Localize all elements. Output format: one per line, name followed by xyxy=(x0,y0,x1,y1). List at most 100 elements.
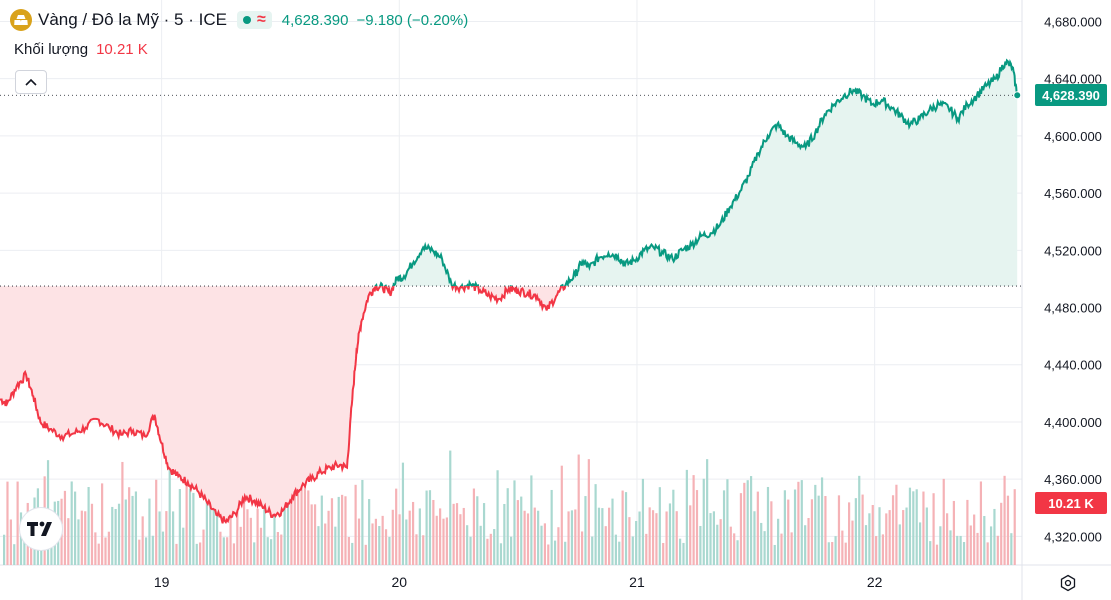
volume-bar xyxy=(77,519,80,565)
volume-bar xyxy=(428,490,432,565)
volume-bar xyxy=(969,525,972,565)
volume-bar xyxy=(209,492,212,565)
volume-bar xyxy=(391,509,394,565)
volume-bar xyxy=(378,526,381,565)
volume-bar xyxy=(384,529,388,565)
volume-bar xyxy=(168,465,171,565)
volume-bar xyxy=(902,510,905,565)
volume-bar xyxy=(6,481,9,565)
volume-bar xyxy=(966,499,969,565)
y-tick-label: 4,400.000 xyxy=(1044,415,1102,430)
price-area xyxy=(0,60,1018,524)
volume-bar xyxy=(398,514,401,565)
volume-bar xyxy=(679,538,682,565)
volume-bar xyxy=(3,534,6,565)
volume-bar xyxy=(973,514,976,565)
volume-bar xyxy=(381,515,384,565)
volume-bar xyxy=(790,532,793,565)
volume-bar xyxy=(73,491,77,565)
volume-bar xyxy=(283,500,286,565)
volume-bar xyxy=(854,498,857,565)
volume-bar xyxy=(371,523,374,565)
symbol-title[interactable]: Vàng / Đô la Mỹ · 5 · ICE xyxy=(38,10,227,29)
volume-bar xyxy=(273,477,276,565)
volume-bar xyxy=(952,500,955,565)
volume-bar xyxy=(996,535,999,565)
volume-bar xyxy=(746,480,749,565)
y-tick-label: 4,320.000 xyxy=(1044,529,1102,544)
volume-bar xyxy=(293,487,296,565)
volume-bar xyxy=(797,481,800,565)
volume-bar xyxy=(580,531,584,565)
volume-bar xyxy=(777,518,780,565)
volume-bar xyxy=(881,534,884,565)
volume-bar xyxy=(709,513,712,565)
volume-bar xyxy=(912,491,915,565)
volume-bar xyxy=(286,475,290,565)
volume-bar xyxy=(763,531,766,565)
y-tick-label: 4,680.000 xyxy=(1044,14,1102,29)
volume-bar xyxy=(793,489,797,565)
market-status-badge[interactable]: ≈ xyxy=(236,11,272,29)
volume-bar xyxy=(313,504,317,565)
volume-bar xyxy=(107,531,110,565)
volume-bar xyxy=(134,491,138,565)
volume-bar xyxy=(597,507,601,565)
volume-bar xyxy=(232,543,236,565)
volume-bar xyxy=(641,478,645,565)
volume-bar xyxy=(202,529,205,565)
last-price-tag: 4,628.390 xyxy=(1035,84,1107,107)
volume-bar xyxy=(834,536,837,565)
volume-bar xyxy=(513,480,516,565)
volume-bar xyxy=(861,494,864,565)
time-axis[interactable]: 19 20 21 22 xyxy=(154,574,883,590)
volume-bar xyxy=(733,533,736,565)
volume-bar xyxy=(317,526,320,565)
volume-bar xyxy=(388,536,391,565)
volume-bar xyxy=(479,525,482,565)
volume-bar xyxy=(635,520,638,565)
volume-bar xyxy=(749,476,753,565)
tradingview-logo[interactable] xyxy=(20,508,62,550)
volume-bar xyxy=(246,509,249,565)
volume-bar xyxy=(851,520,854,565)
volume-bar xyxy=(131,495,134,565)
volume-bar xyxy=(695,490,699,565)
volume-bar xyxy=(199,542,202,565)
volume-bar xyxy=(503,503,506,565)
settings-gear-icon[interactable] xyxy=(1058,573,1078,593)
volume-bar xyxy=(452,503,455,565)
x-tick-label: 22 xyxy=(867,574,883,590)
volume-bar xyxy=(351,542,354,565)
gold-bars-icon xyxy=(10,9,32,31)
volume-bar xyxy=(621,490,624,565)
volume-bar xyxy=(804,525,807,565)
price-axis[interactable]: 4,320.000 4,360.000 4,400.000 4,440.000 4,48… xyxy=(1044,14,1102,544)
volume-bar xyxy=(915,489,918,565)
volume-bar xyxy=(817,495,820,565)
volume-bar xyxy=(84,511,87,565)
volume-bar xyxy=(976,532,979,565)
volume-bar xyxy=(706,459,709,565)
volume-bar xyxy=(195,543,198,565)
y-tick-label: 4,480.000 xyxy=(1044,301,1102,316)
volume-bar xyxy=(631,536,634,565)
volume-bar xyxy=(935,544,939,565)
volume-bar xyxy=(19,512,23,565)
volume-bar xyxy=(601,508,604,565)
volume-bar xyxy=(570,510,574,565)
y-tick-label: 4,640.000 xyxy=(1044,72,1102,87)
volume-bar xyxy=(138,539,141,565)
volume-bar xyxy=(533,507,536,565)
volume-bar xyxy=(712,511,715,565)
volume-bar xyxy=(347,537,350,565)
volume-bar xyxy=(628,517,631,565)
volume-bar xyxy=(871,504,874,565)
volume-bar xyxy=(155,479,158,565)
volume-bar xyxy=(290,496,293,565)
volume-bar xyxy=(587,459,590,565)
volume-bar xyxy=(165,511,168,565)
collapse-legend-button[interactable] xyxy=(15,70,47,94)
volume-bar xyxy=(908,487,912,565)
